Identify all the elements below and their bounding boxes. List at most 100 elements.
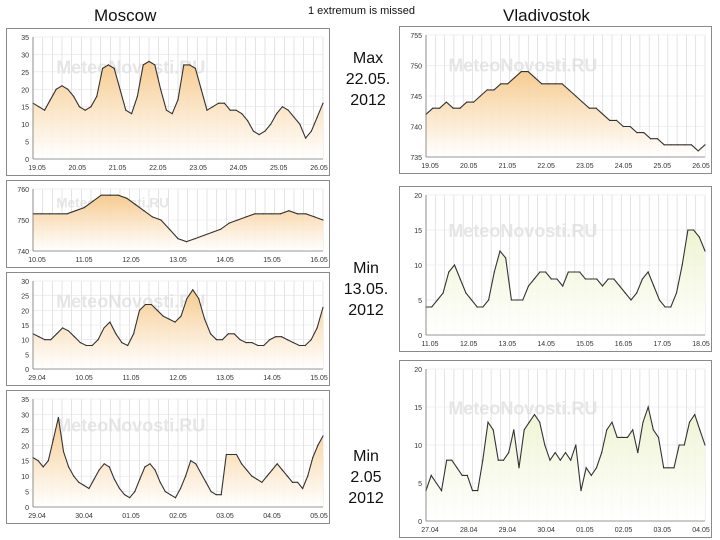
data-point	[704, 250, 706, 252]
data-point	[38, 106, 40, 108]
data-point	[602, 113, 604, 115]
data-point	[202, 234, 205, 237]
data-point	[57, 213, 60, 215]
data-point	[107, 64, 109, 66]
data-point	[246, 469, 248, 471]
data-point	[66, 213, 68, 215]
y-tick-label: 755	[410, 33, 422, 40]
data-point	[177, 99, 179, 101]
data-point	[664, 306, 666, 308]
data-point	[459, 107, 461, 109]
data-point	[471, 490, 474, 492]
x-tick-label: 03.05	[216, 513, 234, 520]
data-point	[247, 120, 249, 122]
x-tick-label: 20.05	[460, 163, 478, 170]
data-point	[575, 444, 577, 446]
data-point	[322, 219, 324, 221]
data-point	[567, 271, 569, 273]
data-point	[78, 481, 80, 483]
x-tick-label: 12.05	[122, 257, 140, 264]
data-point	[513, 429, 515, 431]
data-point	[204, 318, 206, 320]
data-point	[286, 475, 288, 477]
data-point	[160, 219, 162, 221]
data-point	[73, 475, 75, 477]
missed-extremum-note: 1 extremum is missed	[308, 5, 415, 17]
data-point	[57, 416, 60, 419]
max-label: Max	[352, 50, 384, 67]
data-point	[174, 321, 176, 323]
x-tick-label: 21.05	[499, 163, 517, 170]
series-area	[33, 61, 323, 159]
data-point	[218, 102, 220, 104]
data-point	[121, 342, 123, 344]
data-point	[49, 213, 51, 215]
y-tick-label: 5	[25, 490, 29, 497]
data-point	[544, 271, 547, 273]
data-point	[442, 292, 444, 294]
watermark: MeteoNovosti.RU	[56, 291, 205, 311]
chart-svg: MeteoNovosti.RU 0 5 10 15 20 25 30 29.04 10.05 11.…	[21, 279, 328, 382]
data-point	[212, 106, 214, 108]
data-point	[493, 271, 495, 273]
y-tick-label: 740	[410, 125, 422, 132]
data-point	[159, 481, 161, 483]
data-point	[256, 478, 258, 480]
data-point	[690, 144, 692, 146]
data-point	[174, 497, 177, 499]
data-point	[456, 467, 458, 469]
y-tick-label: 20	[21, 308, 29, 315]
data-point	[541, 83, 543, 85]
min2-year: 2012	[348, 490, 384, 507]
data-point	[694, 414, 696, 416]
data-point	[520, 71, 522, 73]
y-tick-label: 10	[21, 338, 29, 345]
data-point	[482, 306, 484, 308]
x-tick-label: 20.05	[69, 165, 87, 172]
data-point	[629, 125, 631, 128]
data-point	[482, 459, 484, 461]
data-point	[38, 336, 40, 338]
data-point	[103, 327, 105, 329]
data-point	[486, 89, 488, 91]
data-point	[40, 213, 43, 215]
x-tick-label: 23.05	[189, 165, 207, 172]
data-point	[322, 435, 324, 437]
data-point	[165, 109, 167, 111]
data-point	[698, 236, 700, 238]
x-tick-label: 15.05	[310, 375, 328, 382]
chart-frame: MeteoNovosti.RU 0 5 10 15 20 25 30 35 29.04 30.04 0…	[6, 390, 330, 524]
min1-label: Min	[353, 260, 379, 277]
data-point	[570, 459, 572, 461]
data-point	[647, 271, 649, 273]
data-point	[240, 463, 243, 465]
data-point	[615, 119, 618, 121]
data-point	[198, 298, 200, 300]
data-point	[500, 83, 502, 85]
data-point	[470, 299, 473, 301]
data-point	[609, 119, 611, 121]
y-tick-label: 20	[414, 193, 422, 200]
data-point	[52, 438, 54, 440]
data-point	[476, 306, 478, 308]
min1-year: 2012	[348, 302, 384, 319]
y-tick-label: 0	[25, 157, 29, 164]
data-point	[200, 472, 202, 474]
x-tick-label: 14.05	[216, 257, 234, 264]
data-point	[550, 278, 552, 280]
data-point	[144, 466, 146, 468]
y-tick-label: 20	[21, 443, 29, 450]
x-tick-label: 24.05	[615, 163, 633, 170]
data-point	[292, 342, 295, 344]
x-tick-label: 03.05	[654, 527, 672, 534]
min2-label: Min	[353, 448, 379, 465]
data-point	[142, 64, 144, 66]
data-point	[473, 101, 475, 103]
data-point	[180, 315, 182, 317]
data-point	[235, 453, 238, 456]
data-point	[266, 475, 268, 477]
data-point	[554, 452, 556, 454]
data-point	[92, 200, 94, 202]
data-point	[461, 474, 463, 476]
x-tick-label: 13.05	[499, 341, 517, 348]
